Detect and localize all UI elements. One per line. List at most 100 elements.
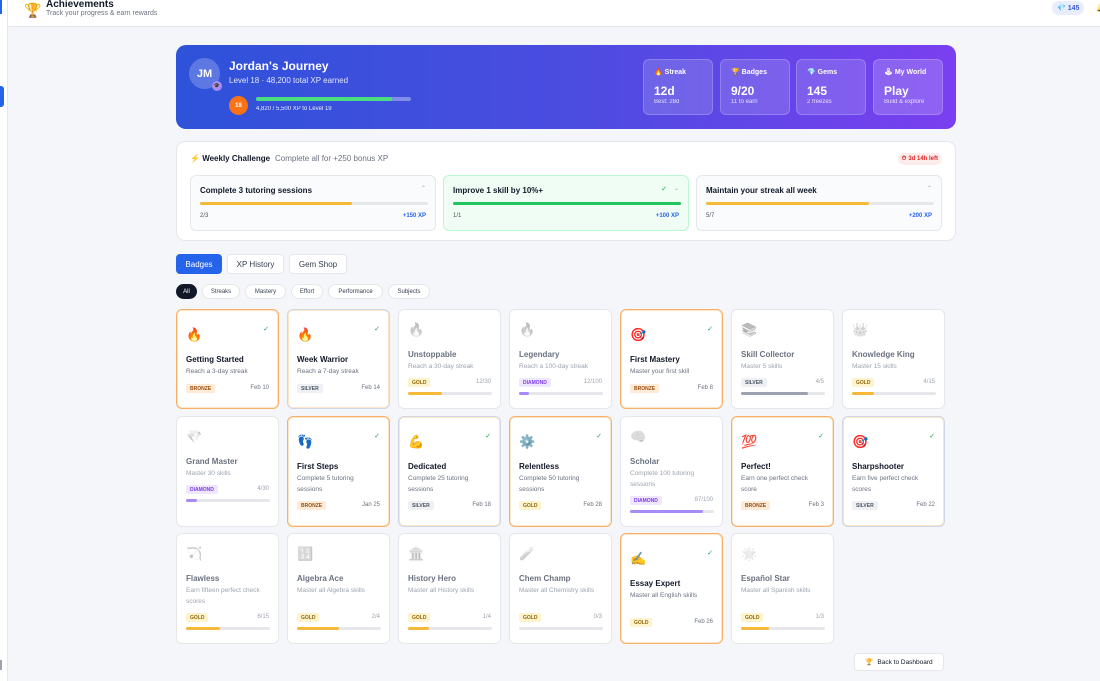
badge-card[interactable]: 🏹 Flawless Earn fifteen perfect check scor…	[176, 533, 279, 644]
badge-progress-fill	[852, 392, 875, 395]
tier-badge: GOLD	[852, 378, 875, 387]
badge-progress-fill	[408, 392, 442, 395]
stat-card-gems[interactable]: 💎 Gems 145 2 freezes	[796, 59, 866, 115]
nav-active-indicator[interactable]	[0, 86, 4, 107]
badge-card[interactable]: 💪 ✓ Dedicated Complete 25 tutoring sessions…	[398, 416, 501, 527]
progress-count: 4/15	[923, 379, 935, 385]
badge-title: Sharpshooter	[852, 462, 905, 471]
progress-count: 2/4	[371, 614, 380, 620]
chevron-icon[interactable]: ⌃	[420, 186, 426, 192]
stat-card-streak[interactable]: 🔥 Streak 12d Best: 28d	[643, 59, 713, 115]
stat-card-badges[interactable]: 🏆 Badges 9/20 11 to earn	[720, 59, 790, 115]
badge-progress-bar	[741, 627, 825, 630]
scroll-marker	[0, 660, 2, 670]
progress-count: 0/3	[593, 614, 602, 620]
badge-description: Master all English skills	[630, 592, 698, 599]
tier-badge: DIAMOND	[519, 378, 551, 387]
gem-balance[interactable]: 💎 145	[1052, 1, 1085, 15]
badge-description: Master 30 skills	[186, 470, 231, 477]
badge-title: First Mastery	[630, 355, 680, 364]
page-subtitle: Track your progress & earn rewards	[46, 10, 158, 17]
badge-title: Week Warrior	[297, 355, 349, 364]
tier-badge: GOLD	[741, 613, 764, 622]
badge-card[interactable]: 👑 Knowledge King Master 15 skills GOLD 4/15	[842, 309, 945, 409]
badge-progress-fill	[297, 627, 339, 630]
badge-description: Reach a 30-day streak	[408, 363, 474, 370]
badge-card[interactable]: 🔥 Legendary Reach a 100-day streak DIAMOND 1…	[509, 309, 612, 409]
badge-icon: 👑	[852, 322, 869, 337]
notification-icon[interactable]: 🔔	[1096, 2, 1100, 13]
filter-subjects[interactable]: Subjects	[388, 284, 430, 299]
tier-badge: BRONZE	[186, 384, 216, 393]
badge-title: Perfect!	[741, 462, 771, 471]
badge-title: First Steps	[297, 462, 339, 471]
avatar-badge-icon: 🎓	[212, 81, 222, 91]
check-icon: ✓	[374, 326, 380, 333]
filter-streaks[interactable]: Streaks	[202, 284, 240, 299]
stat-card-my-world[interactable]: 🕹 My World Play Build & explore	[873, 59, 943, 115]
filter-all[interactable]: All	[176, 284, 197, 299]
progress-count: 4/5	[815, 379, 824, 385]
badge-title: Unstoppable	[408, 350, 457, 359]
tier-badge: GOLD	[297, 613, 320, 622]
badge-icon: 🎯	[852, 434, 869, 449]
badge-title: Español Star	[741, 574, 790, 583]
tier-badge: SILVER	[741, 378, 767, 387]
badge-card[interactable]: 🔥 ✓ Week Warrior Reach a 7-day streak SILVER…	[287, 309, 390, 409]
challenge-card[interactable]: Maintain your streak all week ⌃ 5/7 +200…	[696, 175, 942, 231]
badge-card[interactable]: 🌟 Español Star Master all Spanish skills GO…	[731, 533, 834, 644]
badge-progress-bar	[741, 392, 825, 395]
tab-xp-history[interactable]: XP History	[227, 254, 284, 274]
chevron-icon[interactable]: ⌄	[673, 186, 679, 192]
filter-mastery[interactable]: Mastery	[245, 284, 286, 299]
badge-icon: 🔥	[408, 322, 425, 337]
back-to-dashboard-button[interactable]: 🏆 Back to Dashboard	[854, 653, 944, 671]
badge-icon: 🏛️	[408, 546, 425, 561]
chevron-icon[interactable]: ⌃	[926, 186, 932, 192]
badge-card[interactable]: 👣 ✓ First Steps Complete 5 tutoring session…	[287, 416, 390, 527]
badge-card[interactable]: 🎯 ✓ First Mastery Master your first skill BR…	[620, 309, 723, 409]
challenge-card[interactable]: Improve 1 skill by 10%+ ✓ ⌄ 1/1 +100 XP	[443, 175, 689, 231]
badge-card[interactable]: 🎯 ✓ Sharpshooter Earn five perfect check sc…	[842, 416, 945, 527]
badge-card[interactable]: 📚 Skill Collector Master 5 skills SILVER 4/5	[731, 309, 834, 409]
earned-date: Feb 18	[472, 502, 491, 508]
progress-count: 4/30	[257, 486, 269, 492]
tier-badge: BRONZE	[297, 501, 327, 510]
filter-performance[interactable]: Performance	[328, 284, 383, 299]
badge-description: Master all Algebra skills	[297, 587, 365, 594]
tab-badges[interactable]: Badges	[176, 254, 222, 274]
challenge-progress-fill	[453, 202, 681, 205]
badge-description: Earn five perfect check scores	[852, 475, 919, 493]
filter-effort[interactable]: Effort	[291, 284, 323, 299]
badge-card[interactable]: ⚙️ ✓ Relentless Complete 50 tutoring sessio…	[509, 416, 612, 527]
badge-icon: 🎯	[630, 327, 647, 342]
check-icon: ✓	[929, 433, 935, 440]
badge-card[interactable]: 🔢 Algebra Ace Master all Algebra skills GOL…	[287, 533, 390, 644]
badge-icon: 📚	[741, 322, 758, 337]
challenge-card[interactable]: Complete 3 tutoring sessions ⌃ 2/3 +150 …	[190, 175, 436, 231]
progress-count: 1/3	[815, 614, 824, 620]
badge-card[interactable]: 🔥 Unstoppable Reach a 30-day streak GOLD 12/…	[398, 309, 501, 409]
xp-progress-fill	[256, 97, 392, 101]
badge-card[interactable]: 🏛️ History Hero Master all History skills G…	[398, 533, 501, 644]
check-icon: ✓	[485, 433, 491, 440]
badge-progress-bar	[408, 627, 492, 630]
tier-badge: SILVER	[408, 501, 434, 510]
badge-progress-fill	[741, 392, 809, 395]
badge-card[interactable]: 🧪 Chem Champ Master all Chemistry skills GO…	[509, 533, 612, 644]
gem-icon: 💎	[1057, 5, 1066, 12]
weekly-subtitle: Complete all for +250 bonus XP	[275, 154, 389, 163]
tier-badge: GOLD	[519, 501, 542, 510]
badge-card[interactable]: 💯 ✓ Perfect! Earn one perfect check score BR…	[731, 416, 834, 527]
badge-card[interactable]: ✍️ ✓ Essay Expert Master all English skills…	[620, 533, 723, 644]
badge-progress-fill	[186, 499, 198, 502]
trophy-icon: 🏆	[24, 2, 42, 18]
tab-gem-shop[interactable]: Gem Shop	[289, 254, 347, 274]
badge-icon: 🔥	[519, 322, 536, 337]
badge-card[interactable]: 💎 Grand Master Master 30 skills DIAMOND 4/30	[176, 416, 279, 527]
badge-description: Complete 100 tutoring sessions	[630, 470, 694, 488]
badge-card[interactable]: 🔥 ✓ Getting Started Reach a 3-day streak BRO…	[176, 309, 279, 409]
badge-icon: 💎	[186, 429, 203, 444]
badge-card[interactable]: 🧠 Scholar Complete 100 tutoring sessions DI…	[620, 416, 723, 527]
badge-progress-fill	[741, 627, 769, 630]
